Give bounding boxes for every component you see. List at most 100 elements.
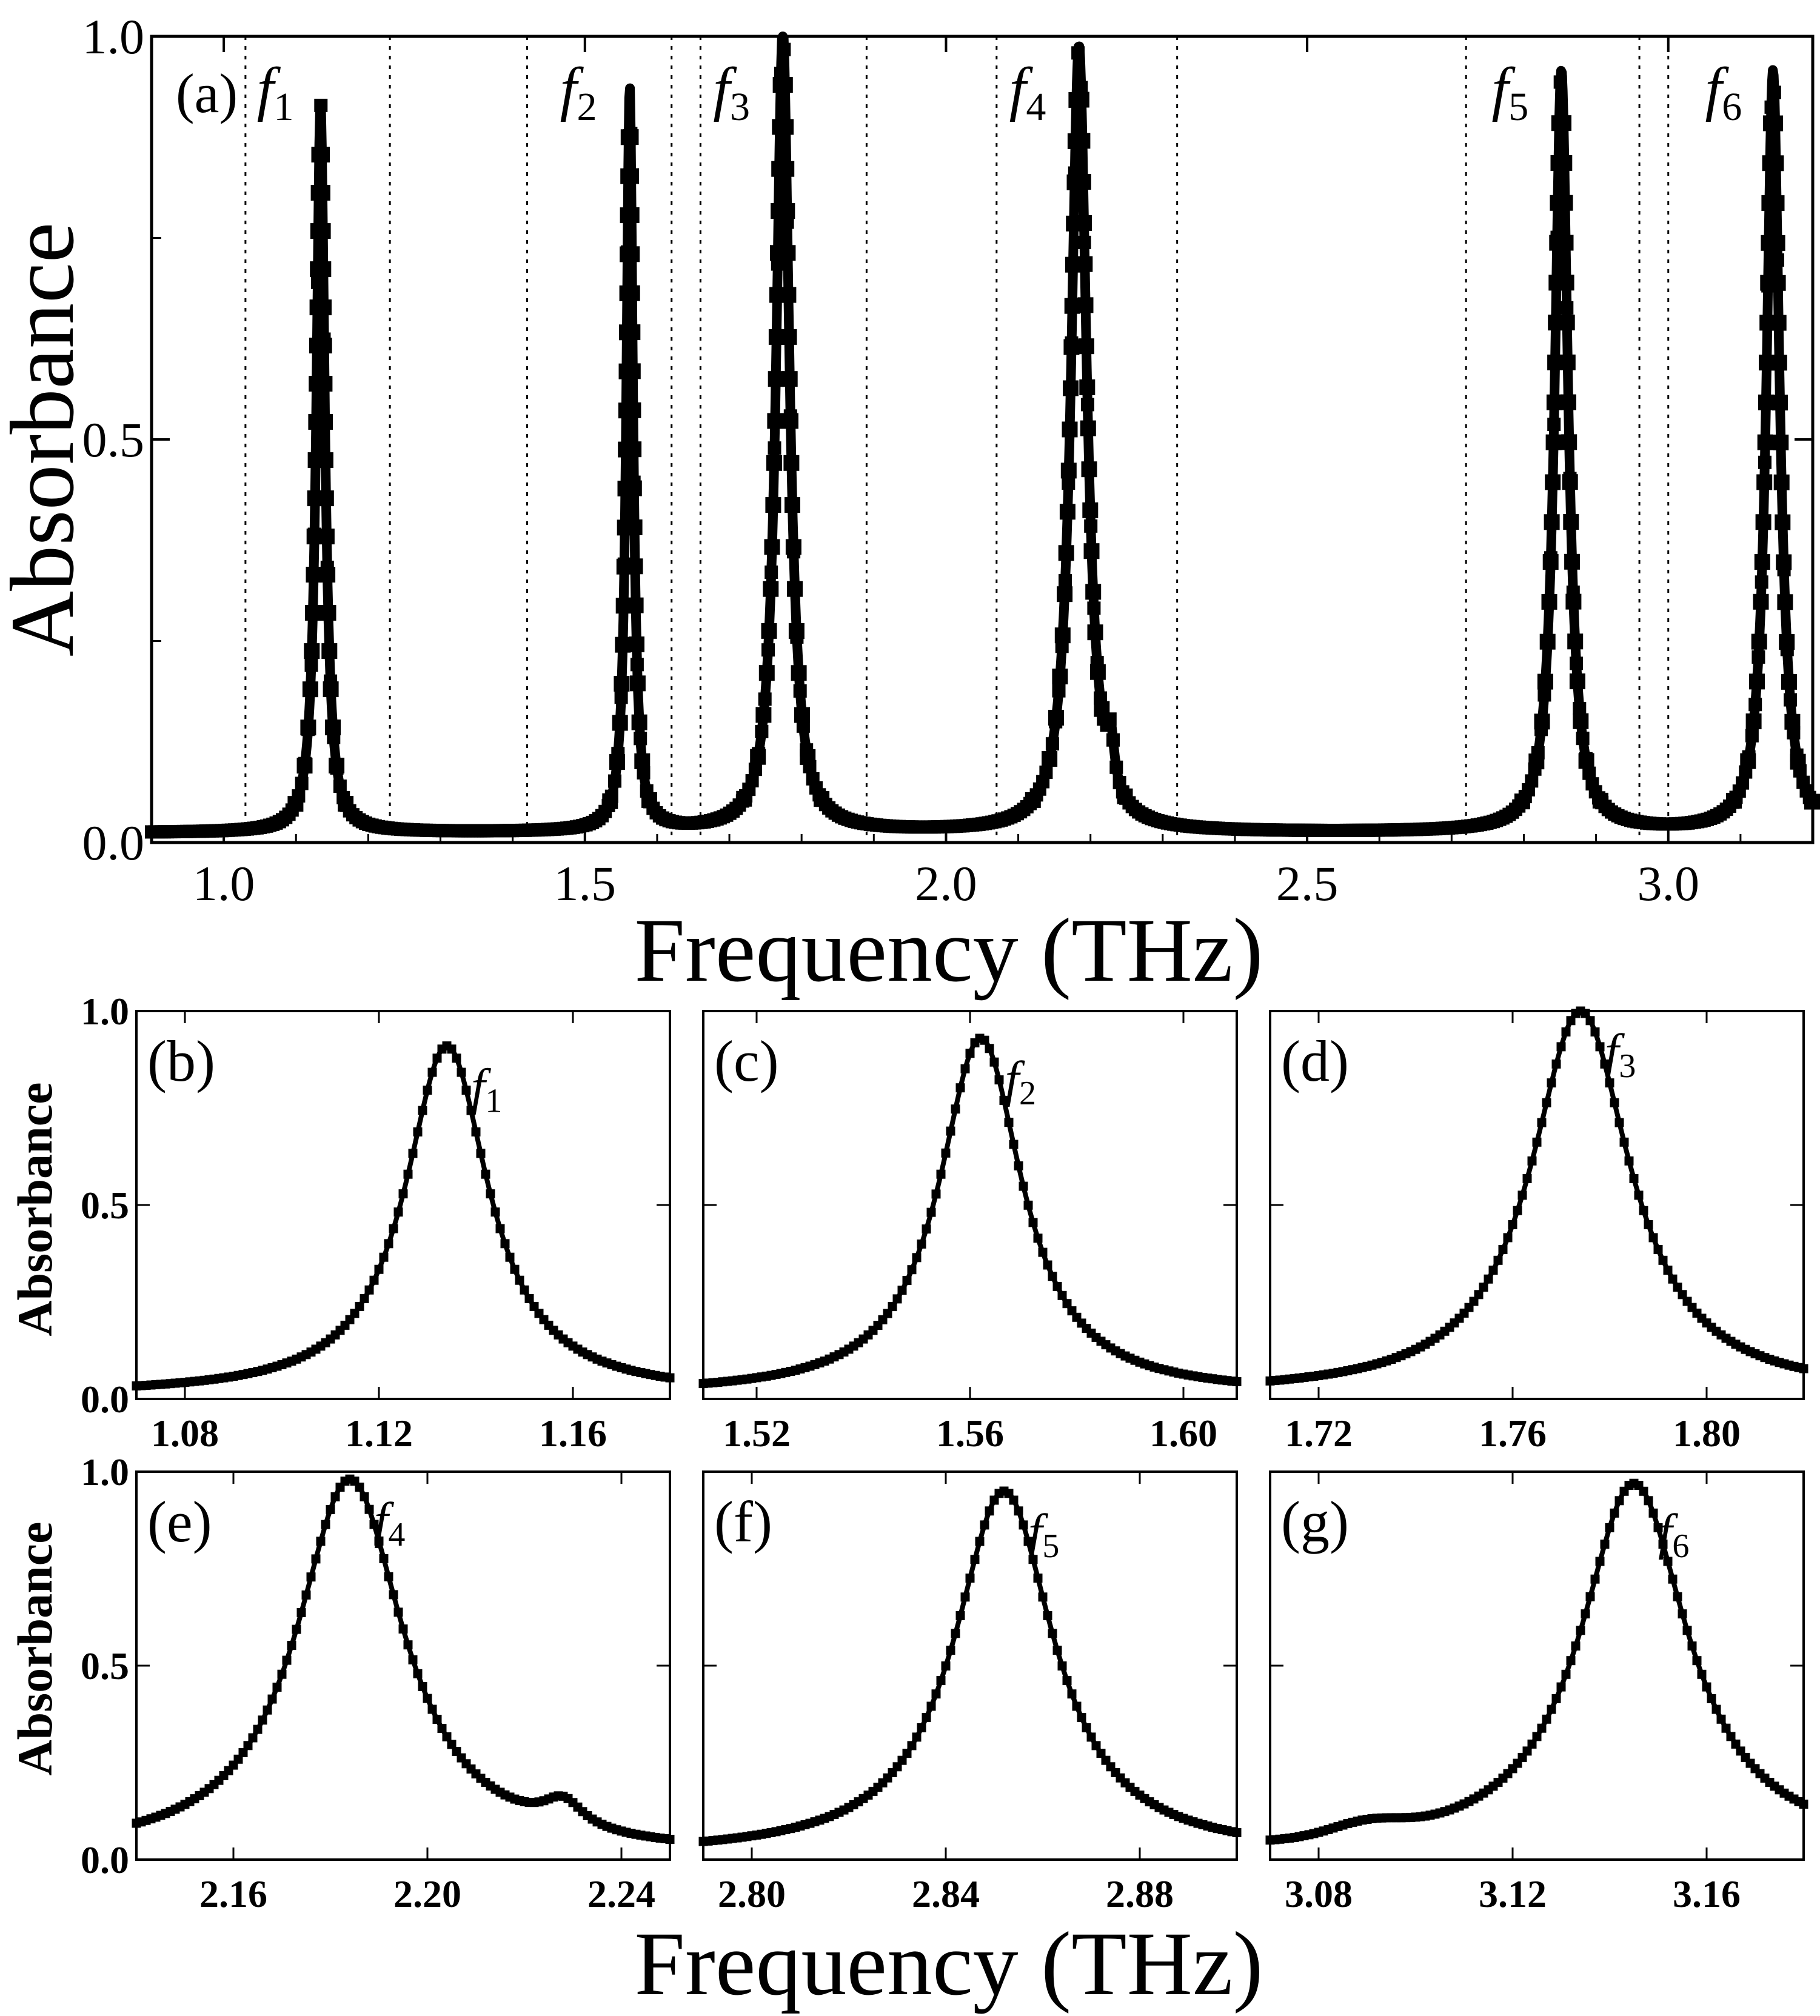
peak-label-f4: f4 xyxy=(374,1492,405,1554)
data-point xyxy=(1716,1714,1726,1724)
data-point xyxy=(791,665,807,681)
data-point xyxy=(360,1294,369,1303)
data-point xyxy=(1514,793,1530,810)
data-point xyxy=(1756,474,1773,490)
data-point xyxy=(403,1640,413,1650)
data-point xyxy=(1564,553,1581,570)
x-axis-title: Frequency (THz) xyxy=(634,900,1263,1001)
data-point xyxy=(766,455,782,471)
data-point xyxy=(300,719,316,736)
data-point xyxy=(951,1104,960,1114)
data-point xyxy=(423,1694,432,1703)
data-point xyxy=(1508,1220,1517,1229)
data-point xyxy=(1057,1290,1067,1300)
data-point xyxy=(626,441,642,458)
data-point xyxy=(623,207,640,223)
data-point xyxy=(320,567,336,583)
data-point xyxy=(306,1572,316,1582)
data-point xyxy=(1517,1190,1527,1200)
data-point xyxy=(1048,710,1064,726)
data-point xyxy=(447,1740,457,1749)
data-point xyxy=(369,1275,379,1285)
y-tick-label: 0.0 xyxy=(82,815,145,870)
data-point xyxy=(781,371,798,387)
data-point xyxy=(306,567,322,583)
x-tick-label: 2.24 xyxy=(587,1872,655,1915)
data-point xyxy=(1556,155,1573,171)
data-point xyxy=(1751,633,1767,650)
data-point xyxy=(1648,1233,1658,1243)
data-point xyxy=(985,1044,994,1053)
data-point xyxy=(780,215,794,229)
data-point xyxy=(316,376,333,392)
data-point xyxy=(1033,1574,1043,1583)
data-point xyxy=(897,1755,907,1765)
data-point xyxy=(1087,601,1101,615)
data-point xyxy=(1009,1495,1019,1505)
data-point xyxy=(374,1264,384,1274)
data-point xyxy=(267,1694,277,1704)
peak-label-subscript: 2 xyxy=(1019,1075,1036,1112)
data-point xyxy=(1042,751,1058,767)
data-point xyxy=(520,1285,529,1295)
data-point xyxy=(1755,575,1768,589)
data-point xyxy=(1067,1689,1077,1699)
data-point xyxy=(1077,235,1091,249)
x-tick-label: 3.12 xyxy=(1479,1872,1547,1915)
data-point xyxy=(1072,1701,1082,1711)
data-point xyxy=(1768,155,1784,172)
data-point xyxy=(302,681,318,698)
data-point xyxy=(243,1741,253,1751)
y-tick-label: 1.0 xyxy=(81,1450,129,1494)
data-point xyxy=(364,1285,374,1295)
data-point xyxy=(1532,1732,1542,1741)
y-tick-label: 0.5 xyxy=(81,1644,129,1687)
data-point xyxy=(364,1504,374,1514)
data-point xyxy=(1561,394,1576,410)
data-point xyxy=(1663,1266,1673,1275)
data-point xyxy=(495,1224,505,1233)
data-point xyxy=(316,299,332,316)
data-point xyxy=(1077,1713,1086,1723)
data-point xyxy=(1075,174,1091,190)
data-point xyxy=(1600,1059,1610,1069)
data-point xyxy=(486,1189,495,1199)
data-point xyxy=(1758,455,1771,469)
data-point xyxy=(374,1536,384,1546)
data-point xyxy=(1542,1714,1551,1724)
data-point xyxy=(1687,1641,1697,1651)
data-point xyxy=(758,692,772,706)
data-point xyxy=(398,1189,408,1199)
y-axis-title-row-2: Absorbance xyxy=(7,1521,62,1775)
data-point xyxy=(442,1732,452,1741)
data-point xyxy=(1773,435,1789,450)
data-point xyxy=(1653,1523,1663,1532)
data-point xyxy=(989,1057,999,1067)
data-point xyxy=(922,1713,931,1723)
data-point xyxy=(748,763,762,776)
data-point xyxy=(1702,1682,1711,1692)
data-point xyxy=(892,1294,902,1304)
data-point xyxy=(985,1506,994,1516)
data-point xyxy=(951,1629,960,1638)
data-point xyxy=(1553,75,1567,89)
y-tick-label: 0.0 xyxy=(81,1378,129,1421)
data-point xyxy=(1059,504,1076,520)
x-tick-label: 1.12 xyxy=(345,1412,413,1455)
data-point xyxy=(627,558,643,575)
zoom-panels: 1.08 1.12 1.160.00.51.0(b) f11.52 1.56 1.60(c… xyxy=(81,990,1808,1915)
data-point xyxy=(778,119,794,135)
data-point xyxy=(1054,627,1071,644)
y-tick-label: 1.0 xyxy=(81,990,129,1033)
data-point xyxy=(931,1689,941,1699)
data-point xyxy=(1770,275,1786,291)
peak-label-subscript: 1 xyxy=(274,85,294,129)
data-point xyxy=(1079,379,1096,395)
data-point xyxy=(384,1572,393,1581)
peak-label-subscript: 1 xyxy=(485,1083,502,1120)
data-point xyxy=(1751,650,1765,664)
data-point xyxy=(1074,81,1088,95)
data-point xyxy=(1062,476,1076,490)
data-point xyxy=(941,1148,951,1158)
data-point xyxy=(602,793,618,809)
